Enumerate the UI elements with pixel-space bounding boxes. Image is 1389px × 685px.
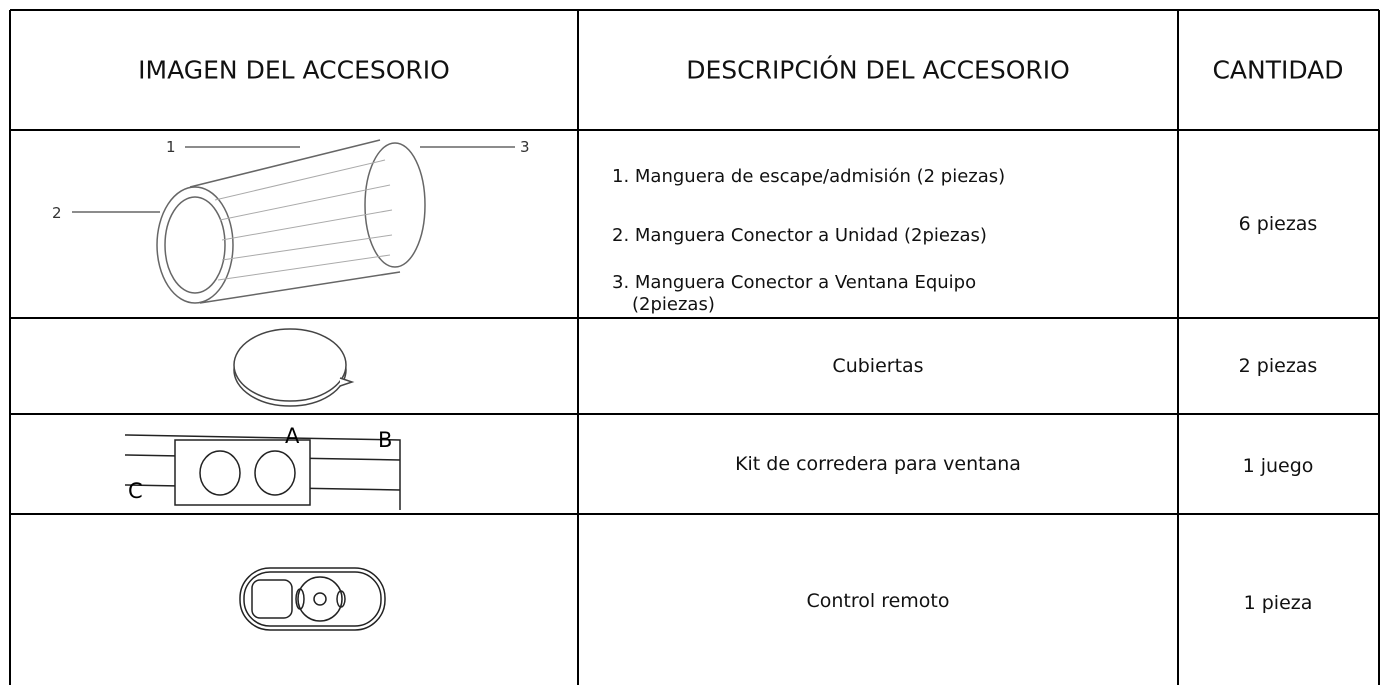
image-label: B [378,428,392,452]
quantity: 6 piezas [1238,213,1318,235]
description-line: 1. Manguera de escape/admisión (2 piezas… [612,166,1006,187]
description: Cubiertas [832,355,924,377]
image-label: 2 [52,204,62,222]
image-label: C [128,479,143,503]
hose-image [72,139,515,304]
quantity: 2 piezas [1238,355,1318,377]
quantity: 1 pieza [1243,592,1313,614]
image-label: 1 [166,138,176,156]
header-cell: IMAGEN DEL ACCESORIO [138,55,450,85]
remote-image [239,567,386,631]
description-line: 2. Manguera Conector a Unidad (2piezas) [612,225,987,246]
description: Kit de corredera para ventana [735,453,1021,475]
header-cell: CANTIDAD [1212,55,1344,85]
cover-image [233,328,355,407]
description-line: 3. Manguera Conector a Ventana Equipo (2… [612,272,977,315]
slider-kit-image [124,434,401,510]
description: Control remoto [806,590,950,612]
image-label: A [285,424,300,448]
header-cell: DESCRIPCIÓN DEL ACCESORIO [686,55,1070,85]
table-borders [9,9,1380,685]
quantity: 1 juego [1242,455,1314,477]
image-label: 3 [520,138,530,156]
